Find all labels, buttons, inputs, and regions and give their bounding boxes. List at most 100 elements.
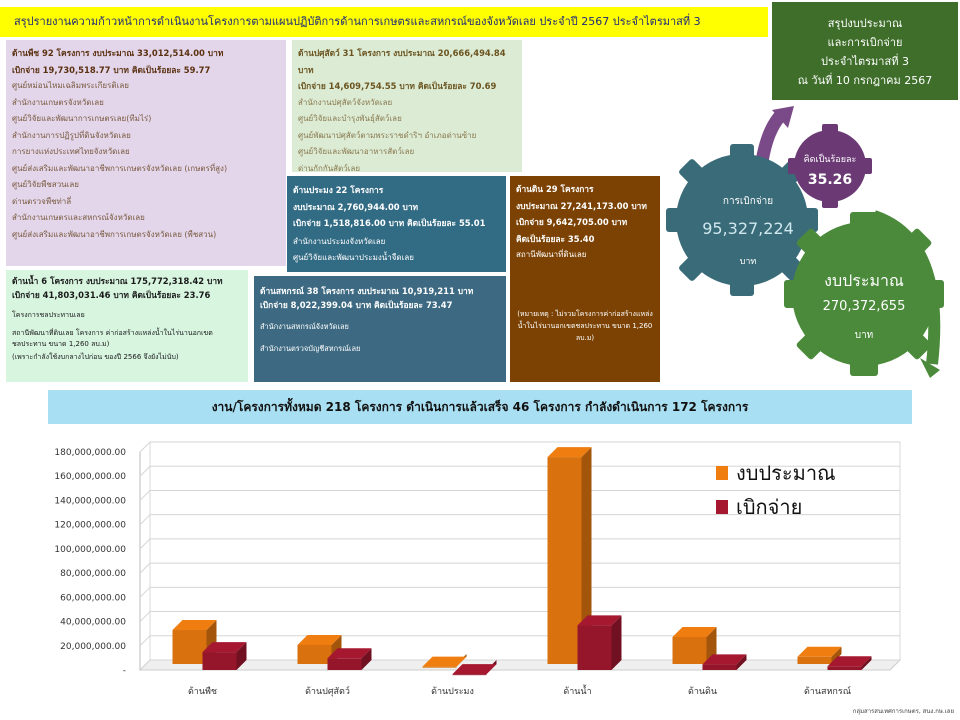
- budget-label: งบประมาณ: [824, 271, 904, 290]
- bar: [297, 644, 332, 664]
- grid-diagonal: [139, 514, 151, 526]
- plant-agency: ศูนย์วิจัยและพัฒนาการเกษตรเลย(ทีมไร่): [12, 114, 152, 123]
- coop-agency: สำนักงานสหกรณ์จังหวัดเลย: [260, 322, 349, 331]
- bar-top: [327, 648, 372, 659]
- livestock-agency: ศูนย์วิจัยและบำรุงพันธุ์สัตว์เลย: [298, 114, 402, 123]
- plant-agency: ศูนย์ส่งเสริมและพัฒนาอาชีพการเกษตรจังหวั…: [12, 229, 217, 239]
- percent-value: 35.26: [808, 172, 852, 188]
- legend-label: งบประมาณ: [736, 461, 836, 485]
- y-tick-label: 80,000,000.00: [60, 569, 126, 579]
- plant-agency: สำนักงานเกษตรจังหวัดเลย: [12, 97, 104, 107]
- x-tick-label: ด้านสหกรณ์: [804, 685, 851, 697]
- plant-agency: ด่านตรวจพืชท่าลี่: [12, 196, 72, 206]
- land-percent: คิดเป็นร้อยละ 35.40: [516, 233, 595, 244]
- x-tick-label: ด้านปศุสัตว์: [305, 685, 350, 697]
- plant-agency: ศูนย์วิจัยพืชสวนเลย: [12, 180, 79, 189]
- plant-agency: ศูนย์หม่อนไหมเฉลิมพระเกียรติเลย: [12, 81, 129, 90]
- y-tick-label: -: [123, 666, 126, 676]
- grid-diagonal: [139, 465, 151, 477]
- bar-top: [797, 646, 842, 657]
- disburse-value: 95,327,224: [702, 219, 794, 238]
- bar-top: [172, 620, 217, 631]
- fishery-agency: สำนักงานประมงจังหวัดเลย: [293, 236, 386, 246]
- page-title: สรุปรายงานความก้าวหน้าการดำเนินงานโครงกา…: [0, 7, 768, 37]
- plant-agency: การยางแห่งประเทศไทยจังหวัดเลย: [12, 147, 130, 156]
- livestock-agency: ศูนย์วิจัยและพัฒนาอาหารสัตว์เลย: [298, 147, 415, 156]
- budget-bar-chart: - 20,000,000.00 40,000,000.00 60,000,000.00…: [54, 441, 902, 697]
- fishery-agency: ศูนย์วิจัยและพัฒนาประมงน้ำจืดเลย: [293, 253, 414, 262]
- grid-diagonal: [139, 538, 151, 550]
- bar: [702, 664, 737, 670]
- arrow-head-icon: [920, 358, 940, 378]
- grid-diagonal: [139, 659, 151, 671]
- summary-line-3: ประจำไตรมาสที่ 3: [821, 55, 909, 68]
- grid-diagonal: [139, 490, 151, 501]
- disburse-label: การเบิกจ่าย: [723, 196, 773, 207]
- fishery-title: ด้านประมง 22 โครงการ: [293, 185, 384, 195]
- budget-gear-icon: [784, 212, 944, 376]
- x-tick-label: ด้านน้ำ: [563, 684, 591, 697]
- bar: [547, 457, 582, 664]
- livestock-agency: สำนักงานปศุสัตว์จังหวัดเลย: [298, 97, 393, 107]
- disburse-unit: บาท: [740, 257, 757, 267]
- bar: [827, 666, 862, 670]
- bar-side: [236, 642, 247, 670]
- x-tick-label: ด้านดิน: [688, 686, 717, 697]
- bar-side: [361, 648, 372, 670]
- livestock-budget: ด้านปศุสัตว์ 31 โครงการ งบประมาณ 20,666,…: [298, 48, 506, 75]
- water-card: ด้านน้ำ 6 โครงการ งบประมาณ 175,772,318.4…: [6, 270, 248, 382]
- water-agency-1: โครงการชลประทานเลย: [12, 311, 85, 319]
- summary-date: ณ วันที่ 10 กรกฎาคม 2567: [797, 74, 933, 87]
- livestock-agency: ศูนย์พัฒนาปศุสัตว์ตามพระราชดำริฯ อำเภอด่…: [298, 130, 477, 140]
- totals-banner: งาน/โครงการทั้งหมด 218 โครงการ ดำเนินการ…: [48, 390, 912, 424]
- bar: [327, 658, 362, 670]
- grid-diagonal: [139, 611, 151, 622]
- summary-box: สรุปงบประมาณ และการเบิกจ่าย ประจำไตรมาสท…: [772, 2, 958, 100]
- bar: [797, 656, 832, 664]
- chart-floor: [138, 659, 902, 671]
- y-tick-label: 180,000,000.00: [54, 448, 126, 458]
- land-budget: งบประมาณ 27,241,173.00 บาท: [516, 200, 647, 211]
- water-note: (เพราะกำลังใช้งบกลางไปก่อน ของปี 2566 จึ…: [12, 353, 179, 361]
- summary-line-1: สรุปงบประมาณ: [827, 17, 903, 30]
- fishery-card: ด้านประมง 22 โครงการ งบประมาณ 2,760,944.…: [287, 176, 506, 272]
- y-tick-label: 160,000,000.00: [54, 472, 126, 482]
- budget-value: 270,372,655: [823, 299, 906, 314]
- livestock-card: ด้านปศุสัตว์ 31 โครงการ งบประมาณ 20,666,…: [292, 40, 522, 172]
- bar: [172, 630, 207, 664]
- grid-diagonal: [139, 562, 151, 574]
- bar-side: [831, 646, 842, 664]
- coop-agency: สำนักงานตรวจบัญชีสหกรณ์เลย: [260, 344, 361, 353]
- plant-agency: สำนักงานการปฏิรูปที่ดินจังหวัดเลย: [12, 130, 131, 140]
- x-tick-label: ด้านพืช: [188, 686, 217, 697]
- percent-label: คิดเป็นร้อยละ: [804, 152, 857, 165]
- plant-agency: สำนักงานเกษตรและสหกรณ์จังหวัดเลย: [12, 213, 145, 222]
- land-disburse: เบิกจ่าย 9,642,705.00 บาท: [516, 217, 628, 227]
- footer-credit: กลุ่มสารสนเทศการเกษตร, สนง.กษ.เลย: [852, 708, 954, 715]
- percent-gear-icon: [788, 124, 872, 208]
- y-tick-label: 120,000,000.00: [54, 521, 126, 531]
- arrow-head-icon: [772, 106, 794, 128]
- bar: [577, 625, 612, 670]
- legend-swatch: [716, 500, 728, 514]
- bar-side: [736, 654, 747, 670]
- bar-top: [202, 642, 247, 653]
- legend-label: เบิกจ่าย: [736, 495, 802, 519]
- land-title: ด้านดิน 29 โครงการ: [516, 184, 594, 194]
- fishery-budget: งบประมาณ 2,760,944.00 บาท: [293, 201, 419, 212]
- y-tick-label: 100,000,000.00: [54, 545, 126, 555]
- bar-top: [452, 664, 497, 675]
- grid-diagonal: [139, 586, 151, 598]
- water-agency-2: สถานีพัฒนาที่ดินเลย โครงการ ค่าก่อสร้างแ…: [12, 329, 213, 348]
- fishery-disburse: เบิกจ่าย 1,518,816.00 บาท คิดเป็นร้อยละ …: [293, 218, 486, 228]
- coop-disburse: เบิกจ่าย 8,022,399.04 บาท คิดเป็นร้อยละ …: [260, 300, 453, 310]
- y-tick-label: 40,000,000.00: [60, 618, 126, 628]
- bar-top: [422, 656, 467, 667]
- legend-swatch: [716, 466, 728, 480]
- land-agency: สถานีพัฒนาที่ดินเลย: [516, 250, 587, 259]
- bar: [422, 666, 457, 668]
- bar-top: [297, 634, 342, 645]
- plant-budget: ด้านพืช 92 โครงการ งบประมาณ 33,012,514.0…: [12, 48, 224, 58]
- coop-budget: ด้านสหกรณ์ 38 โครงการ งบประมาณ 10,919,21…: [260, 286, 474, 296]
- bar: [672, 637, 707, 664]
